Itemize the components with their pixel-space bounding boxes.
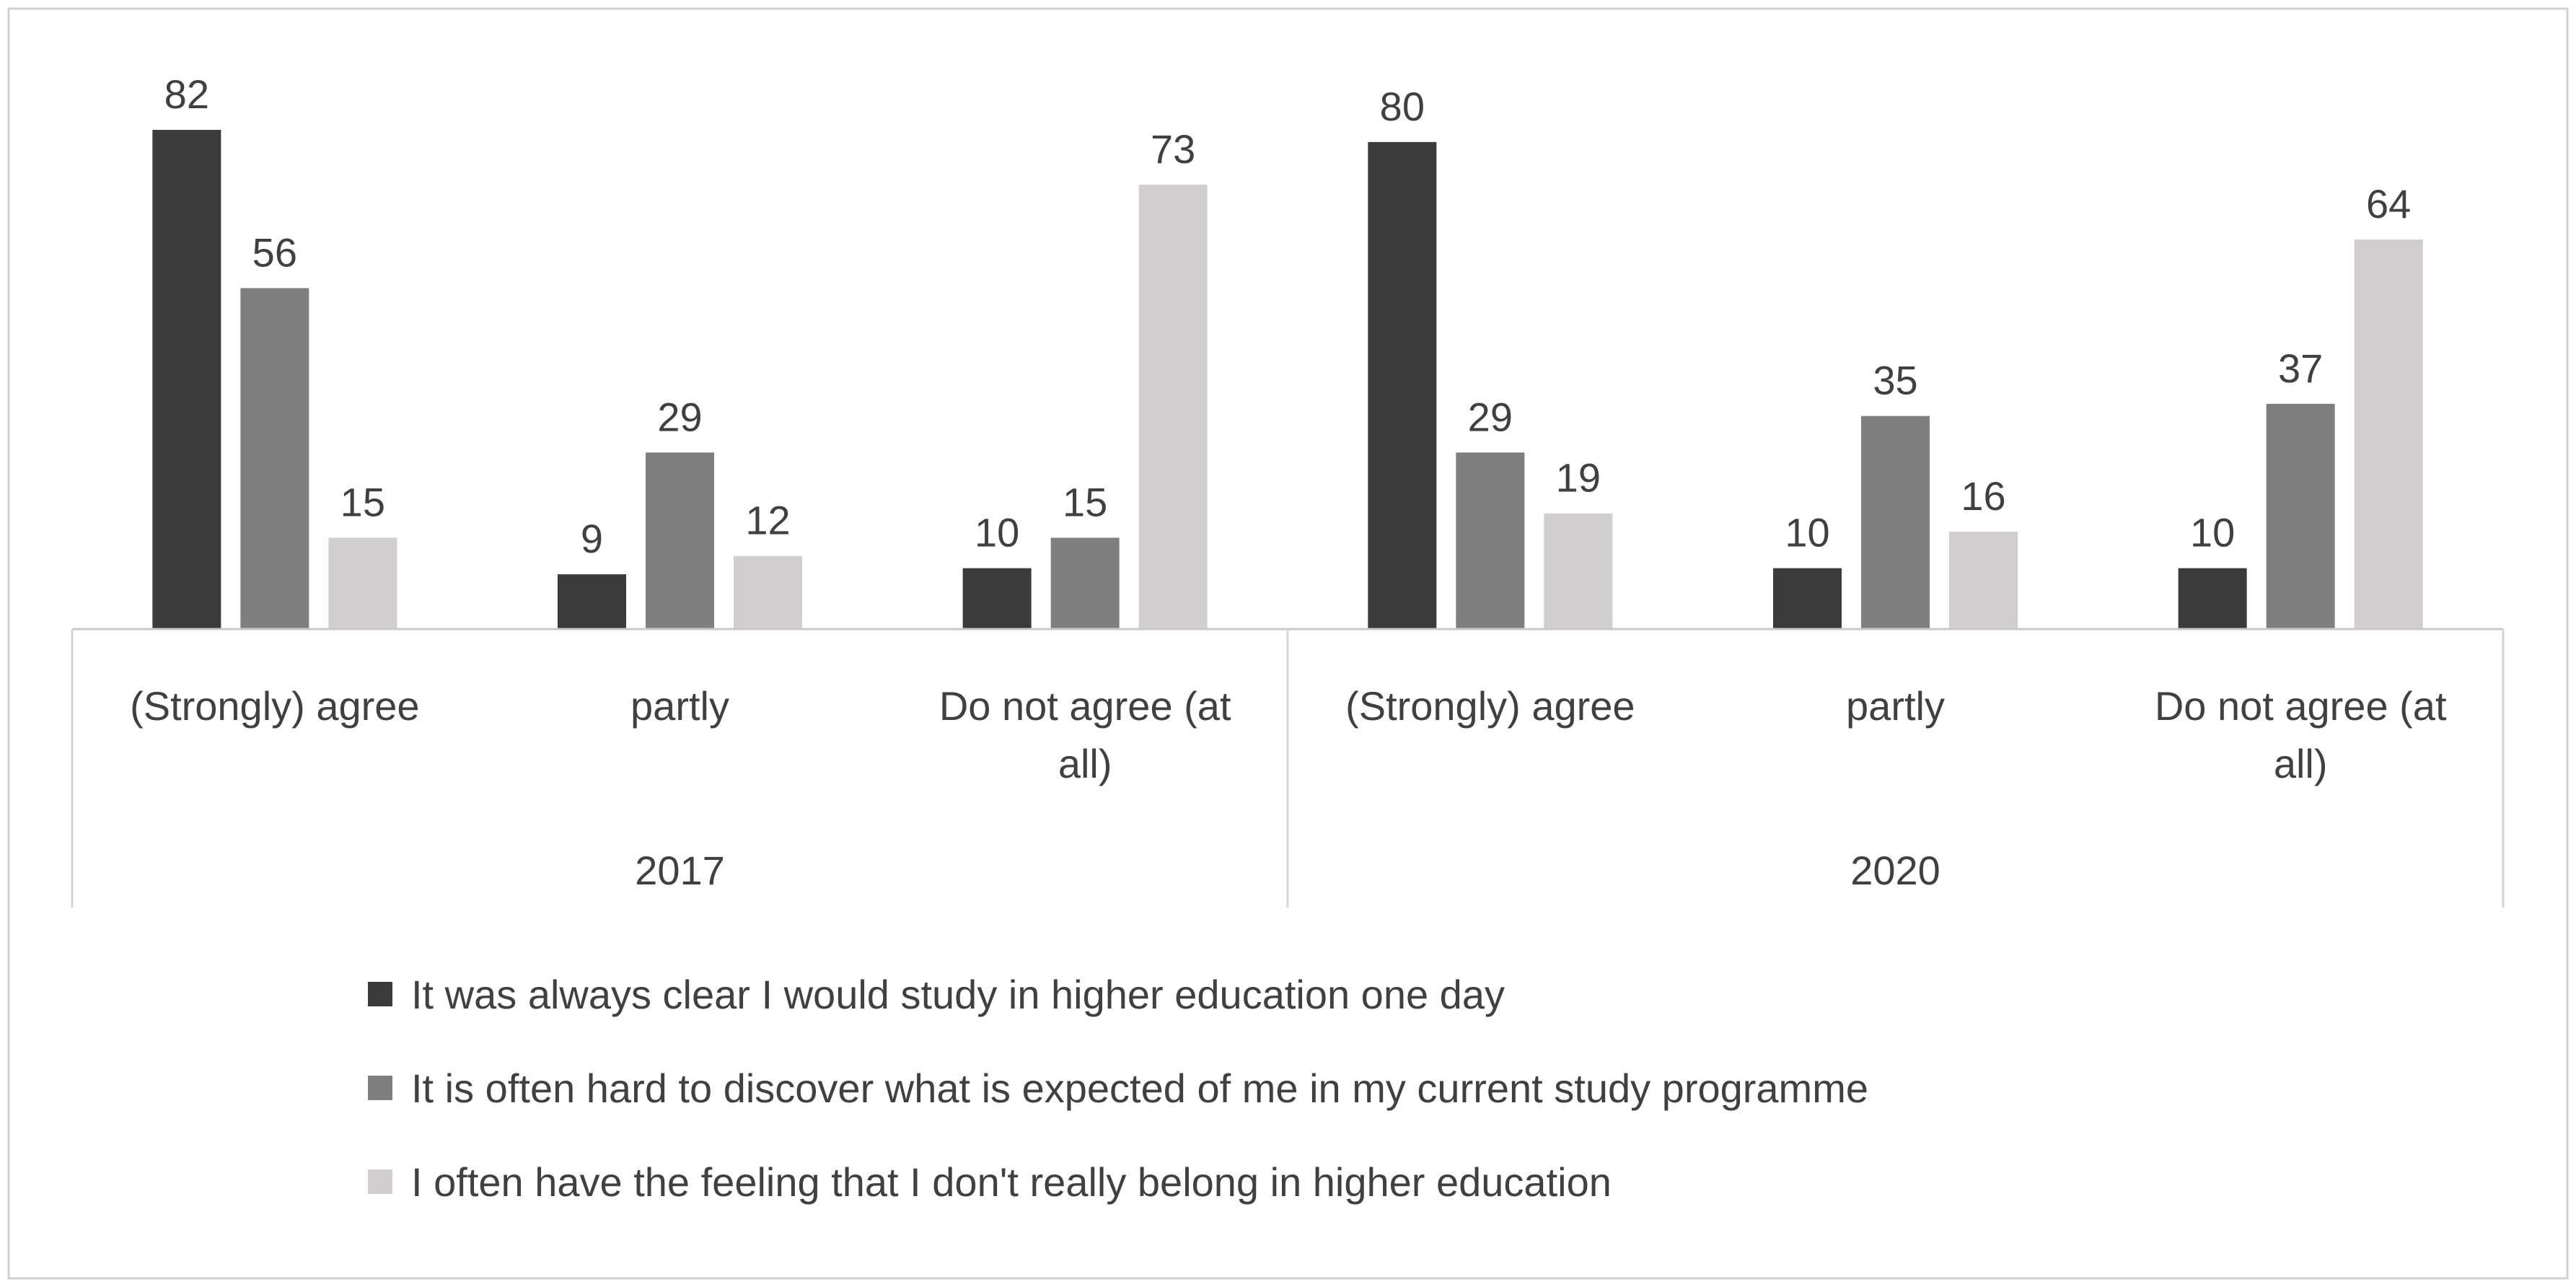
category-axis: (Strongly) agree partly Do not agree (at al…: [71, 628, 2505, 908]
category-label-2: partly: [630, 683, 729, 729]
bar-s2-c1: [240, 288, 309, 629]
bar-s3-c4: [1544, 513, 1613, 629]
bar-s2-c3: [1050, 537, 1120, 629]
group-label-2017: 2017: [635, 848, 725, 893]
value-label-s2-c6: 37: [2278, 346, 2323, 391]
bar-s2-c6: [2266, 403, 2335, 629]
bar-s3-c2: [734, 555, 802, 629]
value-label-s1-c1: 82: [164, 71, 209, 117]
value-label-s3-c3: 73: [1151, 126, 1195, 172]
bar-s1-c2: [558, 574, 626, 629]
category-label-6: Do not agree (at all): [2155, 683, 2447, 786]
category-label-1: (Strongly) agree: [130, 683, 420, 729]
value-label-s1-c2: 9: [581, 516, 603, 561]
bar-s1-c1: [152, 130, 221, 629]
value-label-s2-c5: 35: [1873, 358, 1917, 403]
bar-s1-c4: [1368, 141, 1437, 629]
bar-s1-c3: [962, 568, 1032, 629]
value-label-s1-c5: 10: [1785, 510, 1829, 555]
bars-layer: [152, 130, 2423, 629]
category-label-3: Do not agree (at all): [939, 683, 1231, 786]
value-label-s1-c3: 10: [975, 510, 1019, 555]
bar-s1-c6: [2178, 568, 2247, 629]
legend-swatch-1: [368, 982, 392, 1006]
legend-label-3: I often have the feeling that I don't re…: [411, 1159, 1612, 1205]
chart-frame: [7, 7, 2569, 1280]
value-label-s3-c4: 19: [1556, 455, 1601, 501]
bar-s3-c5: [1949, 531, 2018, 629]
legend-label-1: It was always clear I would study in hig…: [411, 972, 1505, 1017]
legend-swatch-2: [368, 1076, 392, 1100]
bar-s1-c5: [1773, 568, 1842, 629]
bar-s2-c2: [646, 452, 714, 629]
value-label-s3-c5: 16: [1961, 473, 2005, 519]
legend-label-2: It is often hard to discover what is exp…: [411, 1066, 1868, 1111]
value-label-s1-c4: 80: [1380, 84, 1425, 129]
bar-s3-c6: [2354, 239, 2423, 629]
value-label-s3-c6: 64: [2366, 181, 2411, 227]
value-label-s1-c6: 10: [2190, 510, 2235, 555]
group-label-2020: 2020: [1850, 848, 1940, 893]
value-label-s2-c4: 29: [1468, 394, 1513, 439]
category-label-5: partly: [1846, 683, 1945, 729]
bar-s2-c4: [1456, 452, 1525, 629]
value-labels-layer: 82 9 10 80 10 10 56 29 15 29 35 37 15 12 73 19 16 64: [164, 71, 2412, 561]
bar-s3-c1: [328, 537, 397, 629]
category-label-4: (Strongly) agree: [1345, 683, 1635, 729]
legend: It was always clear I would study in hig…: [368, 972, 1868, 1205]
legend-swatch-3: [368, 1169, 392, 1194]
value-label-s2-c3: 15: [1063, 479, 1107, 524]
value-label-s3-c2: 12: [745, 498, 790, 543]
value-label-s2-c1: 56: [252, 229, 297, 275]
value-label-s3-c1: 15: [340, 479, 385, 524]
bar-s3-c3: [1138, 184, 1208, 629]
value-label-s2-c2: 29: [657, 394, 702, 439]
bar-s2-c5: [1861, 416, 1930, 629]
